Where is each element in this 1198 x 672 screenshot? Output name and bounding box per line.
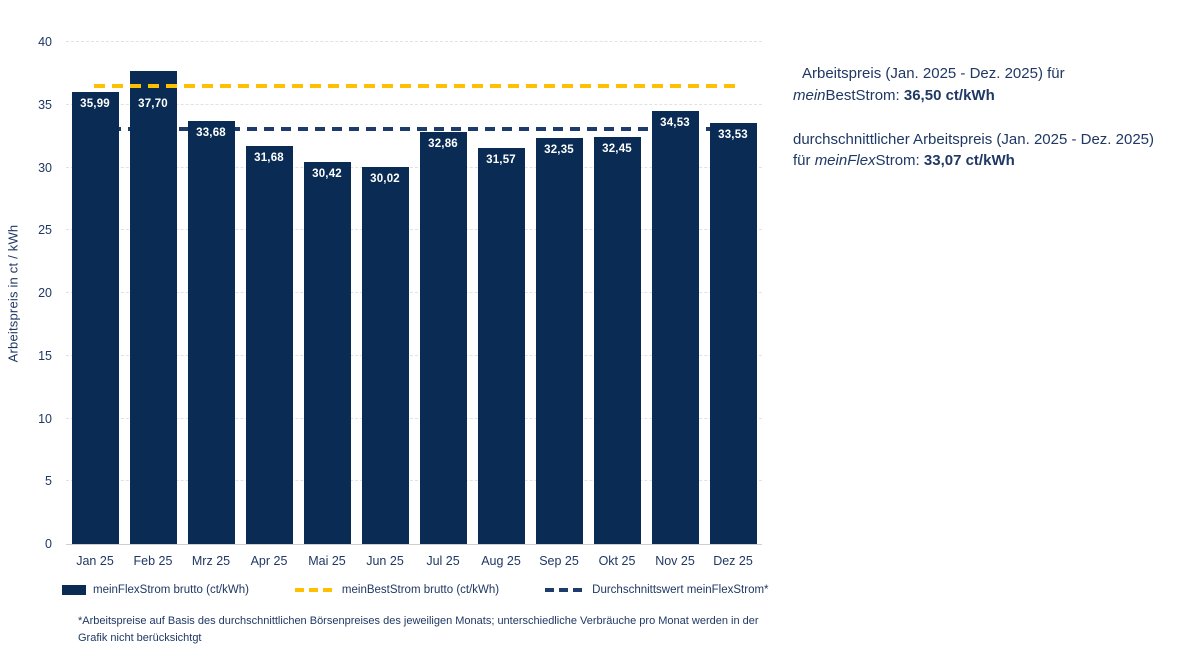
x-tick-label: Aug 25 (481, 554, 521, 568)
legend-label: Durchschnittswert meinFlexStrom* (592, 584, 769, 596)
annotation-italic: mein (793, 86, 826, 104)
bar-value-label: 32,35 (544, 144, 574, 157)
x-tick-label: Jul 25 (426, 554, 460, 568)
annotation-italic: meinFlex (814, 152, 876, 170)
y-tick-label: 0 (45, 537, 52, 551)
gridline (66, 417, 762, 419)
bar: 35,99 (71, 92, 119, 544)
y-axis: 0 5 10 15 20 25 30 35 40 (14, 35, 58, 551)
legend-item-meinbeststrom: meinBestStrom brutto (ct/kWh) (294, 584, 500, 596)
bar-value-label: 31,57 (486, 153, 516, 166)
y-tick-label: 5 (45, 474, 52, 489)
annotation-text: durchschnittlicher Arbeitspreis (Jan. 20… (793, 130, 1155, 148)
gridline (66, 354, 762, 356)
x-tick-label: Nov 25 (655, 554, 695, 568)
bar: 30,42 (303, 162, 351, 544)
x-tick-label: Apr 25 (250, 554, 288, 568)
legend-label: meinFlexStrom brutto (ct/kWh) (93, 584, 249, 596)
bar-value-label: 32,86 (428, 137, 458, 150)
y-tick-label: 40 (38, 35, 52, 49)
annotation-beststrom: Arbeitspreis (Jan. 2025 - Dez. 2025) für… (793, 63, 1191, 107)
legend: meinFlexStrom brutto (ct/kWh) meinBestSt… (62, 584, 769, 596)
gridline (66, 229, 762, 231)
annotation-text: Strom: (875, 152, 924, 170)
x-axis: Jan 25 Feb 25 Mrz 25 Apr 25 Mai 25 Jun 25 Jul … (66, 554, 762, 568)
legend-item-durchschnittswert: Durchschnittswert meinFlexStrom* (545, 584, 769, 596)
bar-value-label: 35,99 (80, 98, 110, 111)
bar: 31,57 (477, 147, 525, 544)
annotation-value: 33,07 ct/kWh (923, 152, 1015, 170)
x-tick-label: Sep 25 (539, 554, 579, 568)
x-tick-label: Okt 25 (598, 554, 636, 568)
bar-value-label: 33,68 (196, 127, 226, 140)
y-tick-label: 15 (38, 348, 52, 363)
beststrom-dashed-line (94, 83, 740, 88)
annotation-text: BestStrom: (825, 86, 904, 104)
annotation-text: für (793, 152, 815, 170)
y-tick-label: 10 (38, 411, 52, 426)
legend-label: meinBestStrom brutto (ct/kWh) (341, 584, 500, 596)
x-axis-line (66, 544, 762, 545)
x-tick-label: Jun 25 (366, 554, 404, 568)
bar: 30,02 (361, 167, 409, 544)
bar-value-label: 30,02 (370, 173, 400, 186)
dashed-line-swatch-icon (294, 588, 335, 592)
gridline (66, 41, 762, 42)
bar: 32,86 (419, 131, 467, 544)
gridline (66, 480, 762, 482)
x-tick-label: Mrz 25 (191, 554, 231, 568)
annotation-value: 36,50 ct/kWh (903, 86, 995, 104)
bar: 31,68 (245, 146, 293, 544)
dashed-line-swatch-icon (545, 588, 586, 592)
x-tick-label: Jan 25 (76, 554, 114, 568)
annotation-flexstrom: durchschnittlicher Arbeitspreis (Jan. 20… (793, 129, 1191, 173)
gridline (66, 166, 762, 168)
bar-value-label: 33,53 (718, 129, 748, 142)
bar-value-label: 30,42 (312, 168, 342, 181)
y-tick-label: 30 (38, 160, 52, 175)
bar: 33,53 (709, 123, 757, 544)
footnote: *Arbeitspreise auf Basis des durchschnit… (78, 615, 759, 645)
x-tick-label: Dez 25 (713, 554, 753, 568)
bar: 34,53 (651, 110, 699, 544)
x-tick-label: Mai 25 (308, 554, 346, 568)
x-tick-label: Feb 25 (133, 554, 173, 568)
bar-value-label: 31,68 (254, 152, 284, 165)
bar: 32,45 (593, 136, 641, 544)
bar: 32,35 (535, 138, 583, 544)
legend-item-meinflexstrom: meinFlexStrom brutto (ct/kWh) (62, 584, 249, 596)
y-tick-label: 35 (38, 97, 52, 112)
bar-value-label: 34,53 (660, 116, 690, 129)
annotations: Arbeitspreis (Jan. 2025 - Dez. 2025) für… (793, 63, 1191, 172)
gridline (66, 292, 762, 293)
plot-area: 35,99 37,70 33,68 31,68 30,42 30,02 32,86 31,57… (66, 41, 762, 545)
bar: 37,70 (129, 70, 177, 544)
annotation-text: Arbeitspreis (Jan. 2025 - Dez. 2025) für (802, 65, 1065, 82)
y-tick-label: 25 (38, 223, 52, 238)
y-tick-label: 20 (38, 286, 52, 300)
bar: 33,68 (187, 121, 235, 544)
bar-value-label: 37,70 (138, 97, 168, 110)
bar-swatch-icon (62, 585, 86, 595)
average-dashed-line (94, 126, 740, 131)
bar-value-label: 32,45 (602, 142, 632, 155)
gridline (66, 103, 762, 105)
